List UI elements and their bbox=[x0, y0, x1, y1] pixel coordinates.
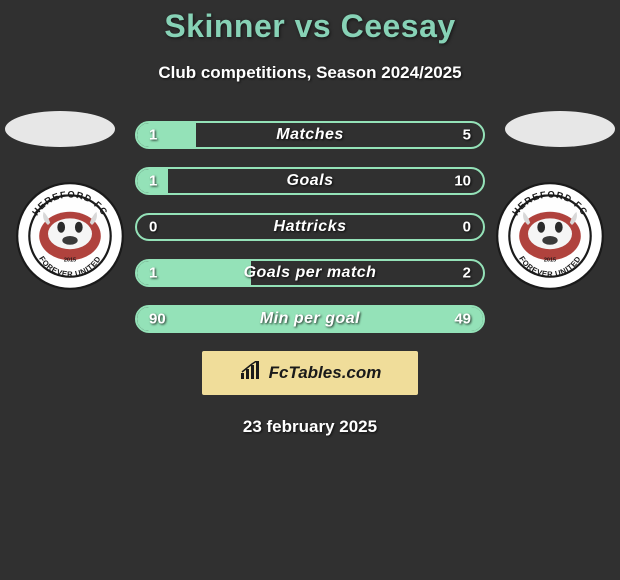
club-logo-left: HEREFORD FC FOREVER UNITED 2015 bbox=[15, 181, 125, 291]
stat-label: Hattricks bbox=[274, 218, 347, 236]
svg-text:2015: 2015 bbox=[64, 257, 76, 263]
brand-text: FcTables.com bbox=[269, 363, 382, 383]
stat-row-goals: 1 Goals 10 bbox=[135, 167, 485, 195]
brand-link[interactable]: FcTables.com bbox=[202, 351, 418, 395]
stat-value-right: 49 bbox=[454, 311, 471, 328]
stat-value-left: 1 bbox=[149, 127, 157, 144]
stat-value-left: 1 bbox=[149, 173, 157, 190]
stat-row-matches: 1 Matches 5 bbox=[135, 121, 485, 149]
svg-text:2015: 2015 bbox=[544, 257, 556, 263]
page-title: Skinner vs Ceesay bbox=[0, 8, 620, 45]
stat-label: Goals bbox=[287, 172, 334, 190]
stat-value-right: 5 bbox=[463, 127, 471, 144]
stat-row-min-per-goal: 90 Min per goal 49 bbox=[135, 305, 485, 333]
stat-fill-left bbox=[137, 123, 196, 147]
stat-value-right: 10 bbox=[454, 173, 471, 190]
club-logo-right: HEREFORD FC FOREVER UNITED 2015 bbox=[495, 181, 605, 291]
comparison-container: Skinner vs Ceesay Club competitions, Sea… bbox=[0, 0, 620, 437]
stat-row-hattricks: 0 Hattricks 0 bbox=[135, 213, 485, 241]
page-subtitle: Club competitions, Season 2024/2025 bbox=[0, 63, 620, 83]
stat-value-right: 2 bbox=[463, 265, 471, 282]
stat-rows: 1 Matches 5 1 Goals 10 0 Hattricks 0 bbox=[135, 121, 485, 333]
stats-block: HEREFORD FC FOREVER UNITED 2015 HE bbox=[0, 121, 620, 333]
brand-chart-icon bbox=[239, 361, 263, 386]
stat-value-left: 1 bbox=[149, 265, 157, 282]
stat-value-right: 0 bbox=[463, 219, 471, 236]
stat-value-left: 90 bbox=[149, 311, 166, 328]
stat-label: Min per goal bbox=[260, 310, 360, 328]
stat-row-goals-per-match: 1 Goals per match 2 bbox=[135, 259, 485, 287]
player-avatar-right bbox=[505, 111, 615, 147]
stat-label: Matches bbox=[276, 126, 344, 144]
date-line: 23 february 2025 bbox=[0, 417, 620, 437]
player-avatar-left bbox=[5, 111, 115, 147]
stat-value-left: 0 bbox=[149, 219, 157, 236]
stat-label: Goals per match bbox=[244, 264, 377, 282]
